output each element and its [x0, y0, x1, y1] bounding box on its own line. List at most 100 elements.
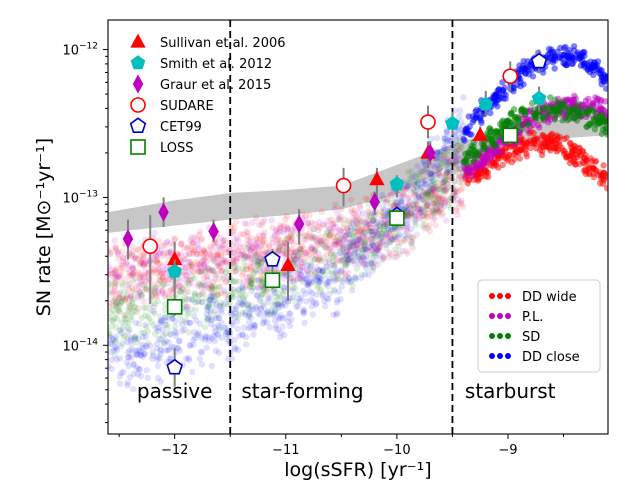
- model-point: [116, 293, 123, 300]
- model-point: [340, 248, 348, 255]
- model-point: [431, 183, 438, 191]
- model-point: [171, 328, 179, 335]
- model-point: [316, 275, 323, 282]
- model-point: [248, 287, 255, 295]
- model-point: [372, 228, 379, 235]
- model-point: [357, 252, 364, 260]
- model-point: [441, 200, 448, 207]
- model-point: [371, 250, 378, 257]
- model-point: [114, 248, 122, 255]
- model-point: [156, 277, 164, 284]
- model-point: [147, 301, 154, 308]
- model-point: [243, 221, 251, 228]
- model-point: [422, 194, 430, 201]
- model-point: [359, 226, 366, 234]
- model-point: [200, 274, 207, 281]
- model-point: [215, 262, 222, 270]
- model-point: [265, 298, 272, 306]
- model-point: [275, 302, 282, 309]
- model-point: [440, 197, 447, 204]
- model-point: [124, 266, 131, 273]
- model-point: [338, 236, 346, 243]
- model-point: [345, 275, 353, 283]
- model-point: [317, 286, 325, 293]
- model-point: [455, 173, 463, 180]
- model-point: [328, 262, 335, 269]
- model-point: [186, 276, 193, 284]
- obs-point-graur-et-al-2015: [369, 192, 380, 212]
- model-point: [273, 266, 280, 273]
- model-point: [154, 362, 162, 370]
- model-point: [334, 272, 342, 279]
- model-point: [373, 253, 380, 260]
- model-point: [439, 205, 446, 212]
- model-point: [421, 168, 428, 175]
- model-point: [353, 265, 360, 272]
- model-point: [416, 206, 423, 213]
- legend-swatch-dd-close: [497, 353, 503, 359]
- model-point: [356, 221, 363, 229]
- model-point: [263, 319, 271, 326]
- model-point: [178, 288, 185, 296]
- model-point: [221, 287, 228, 294]
- model-point: [196, 332, 203, 339]
- model-point: [347, 247, 355, 254]
- model-point: [436, 172, 444, 179]
- model-point: [296, 263, 304, 270]
- model-point: [335, 244, 343, 251]
- model-point: [362, 261, 369, 268]
- model-point: [108, 340, 114, 347]
- model-point: [383, 221, 390, 228]
- model-point: [184, 258, 192, 265]
- model-point: [121, 314, 129, 322]
- model-point: [138, 278, 146, 285]
- model-point: [330, 257, 337, 265]
- model-point: [114, 315, 121, 323]
- model-point: [240, 251, 247, 259]
- model-point: [304, 282, 311, 289]
- model-point: [306, 288, 314, 295]
- model-point: [369, 217, 376, 225]
- model-point: [441, 177, 449, 184]
- model-point: [337, 227, 344, 234]
- model-point: [149, 352, 157, 359]
- model-point: [497, 94, 504, 102]
- legend-label-dd-close: DD close: [522, 350, 580, 365]
- model-point: [361, 246, 369, 253]
- model-point: [489, 138, 496, 145]
- model-point: [151, 310, 158, 317]
- model-point: [210, 257, 217, 264]
- model-point: [210, 268, 217, 275]
- model-point: [431, 187, 438, 195]
- legend-swatch-sd: [497, 333, 503, 339]
- model-point: [361, 229, 368, 236]
- model-point: [108, 263, 113, 271]
- model-point: [413, 215, 420, 223]
- model-point: [351, 251, 358, 258]
- model-point: [216, 260, 224, 267]
- model-point: [334, 297, 341, 304]
- model-point: [238, 251, 245, 258]
- model-point: [241, 324, 248, 331]
- model-point: [404, 212, 412, 219]
- model-point: [129, 265, 136, 273]
- model-point: [361, 229, 369, 236]
- model-point: [356, 204, 364, 211]
- model-point: [157, 313, 164, 320]
- legend-label-sudare: SUDARE: [160, 99, 214, 114]
- model-point: [288, 246, 295, 253]
- model-point: [450, 158, 457, 165]
- model-point: [453, 137, 460, 144]
- model-point: [166, 287, 173, 295]
- model-point: [152, 283, 159, 291]
- model-point: [116, 289, 124, 296]
- model-point: [240, 243, 247, 250]
- legend-marker-loss: [130, 139, 146, 155]
- model-point: [394, 232, 402, 239]
- model-point: [232, 263, 239, 270]
- model-point: [413, 183, 420, 191]
- model-point: [393, 199, 401, 207]
- model-point: [251, 249, 258, 256]
- model-point: [181, 264, 189, 272]
- model-point: [298, 260, 305, 267]
